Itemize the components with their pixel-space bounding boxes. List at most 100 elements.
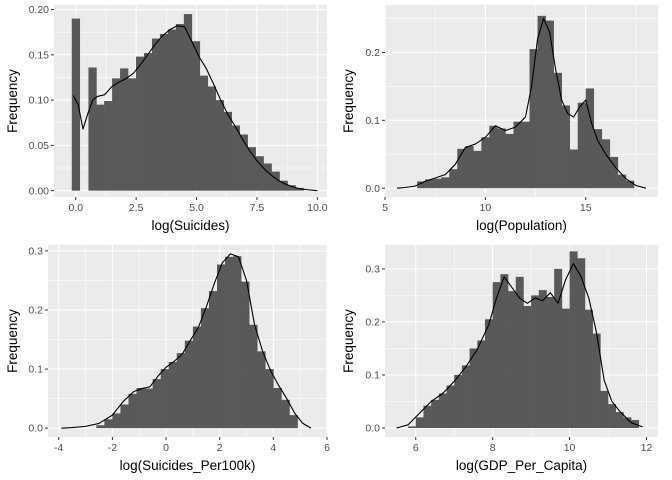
- histogram-bar: [433, 178, 442, 189]
- histogram-bar: [136, 387, 145, 429]
- histogram-bar: [151, 38, 161, 191]
- chart-panel-3: -4 -2 0 2 4 6 0.0 0.1 0.2 0.3 log(Suicides_Per100k…: [5, 245, 330, 473]
- x-tick-label: 4: [270, 442, 276, 454]
- histogram-bar: [265, 369, 274, 429]
- histogram-bar: [152, 379, 161, 429]
- histogram-bar: [255, 156, 264, 191]
- histogram-bar: [446, 385, 455, 428]
- histogram-bar: [207, 86, 217, 191]
- y-tick-label: 0.1: [28, 364, 43, 376]
- x-tick-label: 10: [480, 202, 492, 214]
- y-tick-label: 0.0: [365, 183, 380, 195]
- y-axis-title: Frequency: [5, 69, 20, 133]
- histogram-bar: [168, 361, 178, 429]
- histogram-bar: [508, 291, 517, 428]
- histogram-bar: [561, 308, 570, 428]
- chart-panel-4: 6 8 10 12 0.0 0.1 0.2 0.3 log(GDP_Per_Capita) Fre…: [341, 245, 658, 473]
- density-curve: [396, 18, 647, 189]
- histogram-bar: [257, 351, 266, 429]
- histogram-bar: [239, 134, 248, 191]
- histogram-bar: [593, 129, 603, 189]
- x-tick-label: 10.0: [307, 202, 328, 214]
- histogram-bar: [623, 417, 632, 428]
- histogram-bar: [273, 387, 282, 429]
- y-tick-label: 0.20: [29, 4, 50, 16]
- histogram-bar: [423, 405, 432, 428]
- histogram-bar: [505, 133, 514, 189]
- x-tick-label: 12: [641, 442, 653, 454]
- x-tick-label: 8: [490, 442, 496, 454]
- x-tick-label: 6: [324, 442, 330, 454]
- histogram-bar: [438, 393, 447, 428]
- histogram-bar: [617, 174, 627, 189]
- y-tick-label: 0.00: [29, 185, 50, 197]
- histogram-bar: [425, 179, 434, 189]
- y-tick-label: 0.0: [365, 423, 380, 435]
- histogram-bar: [184, 340, 194, 429]
- histogram-bar: [217, 264, 226, 429]
- histogram-bar: [191, 41, 201, 191]
- density-curve: [61, 253, 312, 429]
- histogram-bar: [497, 128, 506, 189]
- histogram-bar: [449, 169, 458, 189]
- x-axis-title: log(Suicides_Per100k): [120, 458, 256, 473]
- y-tick-label: 0.1: [365, 115, 380, 127]
- histogram-bar: [577, 102, 587, 189]
- y-tick-label: 0.2: [365, 317, 380, 329]
- histogram-bar: [600, 390, 609, 428]
- histogram-bar: [215, 100, 225, 191]
- density-curve: [396, 263, 643, 429]
- histogram-bar: [144, 388, 153, 429]
- histogram-bar: [120, 68, 129, 191]
- histogram-bar: [128, 393, 137, 429]
- histogram-bar: [553, 72, 562, 189]
- histogram-bar: [263, 163, 272, 191]
- histogram-bar: [415, 417, 424, 428]
- histogram-bar: [601, 139, 611, 189]
- histogram-bar: [289, 415, 298, 429]
- histogram-bar: [112, 78, 121, 191]
- y-tick-label: 0.15: [29, 49, 50, 61]
- histogram-bar: [513, 121, 522, 189]
- histogram-bar: [431, 399, 440, 428]
- y-axis-title: Frequency: [341, 309, 356, 373]
- histogram-bar: [523, 305, 532, 428]
- histogram-bar: [454, 374, 463, 428]
- histogram-bar: [615, 412, 624, 428]
- histogram-bar: [609, 156, 619, 189]
- chart-panel-1: 0.0 2.5 5.0 7.5 10.0 0.00 0.05 0.10 0.15 0.20 log(…: [5, 4, 328, 233]
- histogram-bar: [515, 276, 524, 428]
- x-axis-title: log(Population): [476, 218, 567, 233]
- histogram-bar: [592, 333, 601, 428]
- histogram-bar: [241, 281, 250, 429]
- histogram-bar: [531, 295, 540, 428]
- histogram-bar: [167, 29, 177, 191]
- histogram-bar: [175, 24, 185, 191]
- histogram-bar: [417, 181, 426, 189]
- histogram-bar: [457, 148, 466, 189]
- y-axis-title: Frequency: [341, 69, 356, 133]
- y-tick-label: 0.2: [28, 305, 43, 317]
- x-tick-label: 0.0: [68, 202, 83, 214]
- histogram-bar: [538, 290, 547, 428]
- histogram-bar: [461, 365, 470, 428]
- histogram-bar: [247, 147, 256, 191]
- histogram-bar: [295, 187, 304, 191]
- x-tick-label: 7.5: [250, 202, 265, 214]
- histogram-bar: [96, 425, 105, 429]
- x-tick-label: 0: [163, 442, 169, 454]
- histogram-bar: [500, 274, 509, 428]
- y-tick-label: 0.05: [29, 140, 50, 152]
- histogram-bar: [585, 88, 595, 189]
- histogram-bar: [608, 404, 617, 428]
- histogram-bar: [104, 419, 113, 429]
- x-tick-label: 5: [382, 202, 388, 214]
- y-tick-label: 0.3: [365, 263, 380, 275]
- histogram-bar: [128, 78, 137, 191]
- histogram-bar: [484, 319, 493, 428]
- histogram-bar: [136, 56, 145, 191]
- histogram-bar: [545, 20, 554, 189]
- density-curve: [72, 25, 318, 192]
- histogram-bar: [143, 53, 153, 191]
